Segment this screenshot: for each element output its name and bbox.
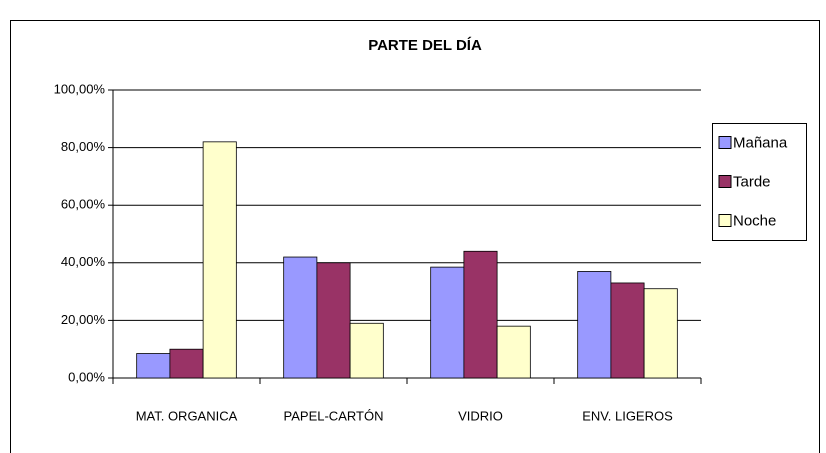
bar <box>283 256 318 379</box>
x-tick-label: ENV. LIGEROS <box>582 408 673 423</box>
bar <box>577 271 612 379</box>
chart-title: PARTE DEL DÍA <box>368 37 482 54</box>
bar <box>430 266 465 379</box>
bar <box>136 353 171 379</box>
bar <box>610 282 645 379</box>
y-tick-label: 80,00% <box>61 139 106 154</box>
x-tick-label: PAPEL-CARTÓN <box>284 408 384 423</box>
bar <box>463 250 498 379</box>
y-tick-label: 60,00% <box>61 197 106 212</box>
legend-label: Tarde <box>733 173 771 190</box>
legend-label: Mañana <box>733 134 788 151</box>
legend-swatch <box>718 214 732 227</box>
legend-label: Noche <box>733 212 776 229</box>
y-tick-label: 20,00% <box>61 312 106 327</box>
legend-swatch <box>718 175 732 188</box>
bar <box>496 325 531 379</box>
bar <box>349 322 384 379</box>
y-tick-label: 0,00% <box>68 369 105 384</box>
legend-swatch <box>718 136 732 149</box>
y-tick-label: 40,00% <box>61 254 106 269</box>
bar <box>643 288 678 379</box>
bar <box>169 348 204 379</box>
bar <box>316 262 351 379</box>
bar <box>202 141 237 379</box>
y-tick-label: 100,00% <box>54 81 106 96</box>
x-tick-label: MAT. ORGANICA <box>136 408 238 423</box>
x-tick-label: VIDRIO <box>458 408 503 423</box>
chart-frame <box>10 20 820 453</box>
